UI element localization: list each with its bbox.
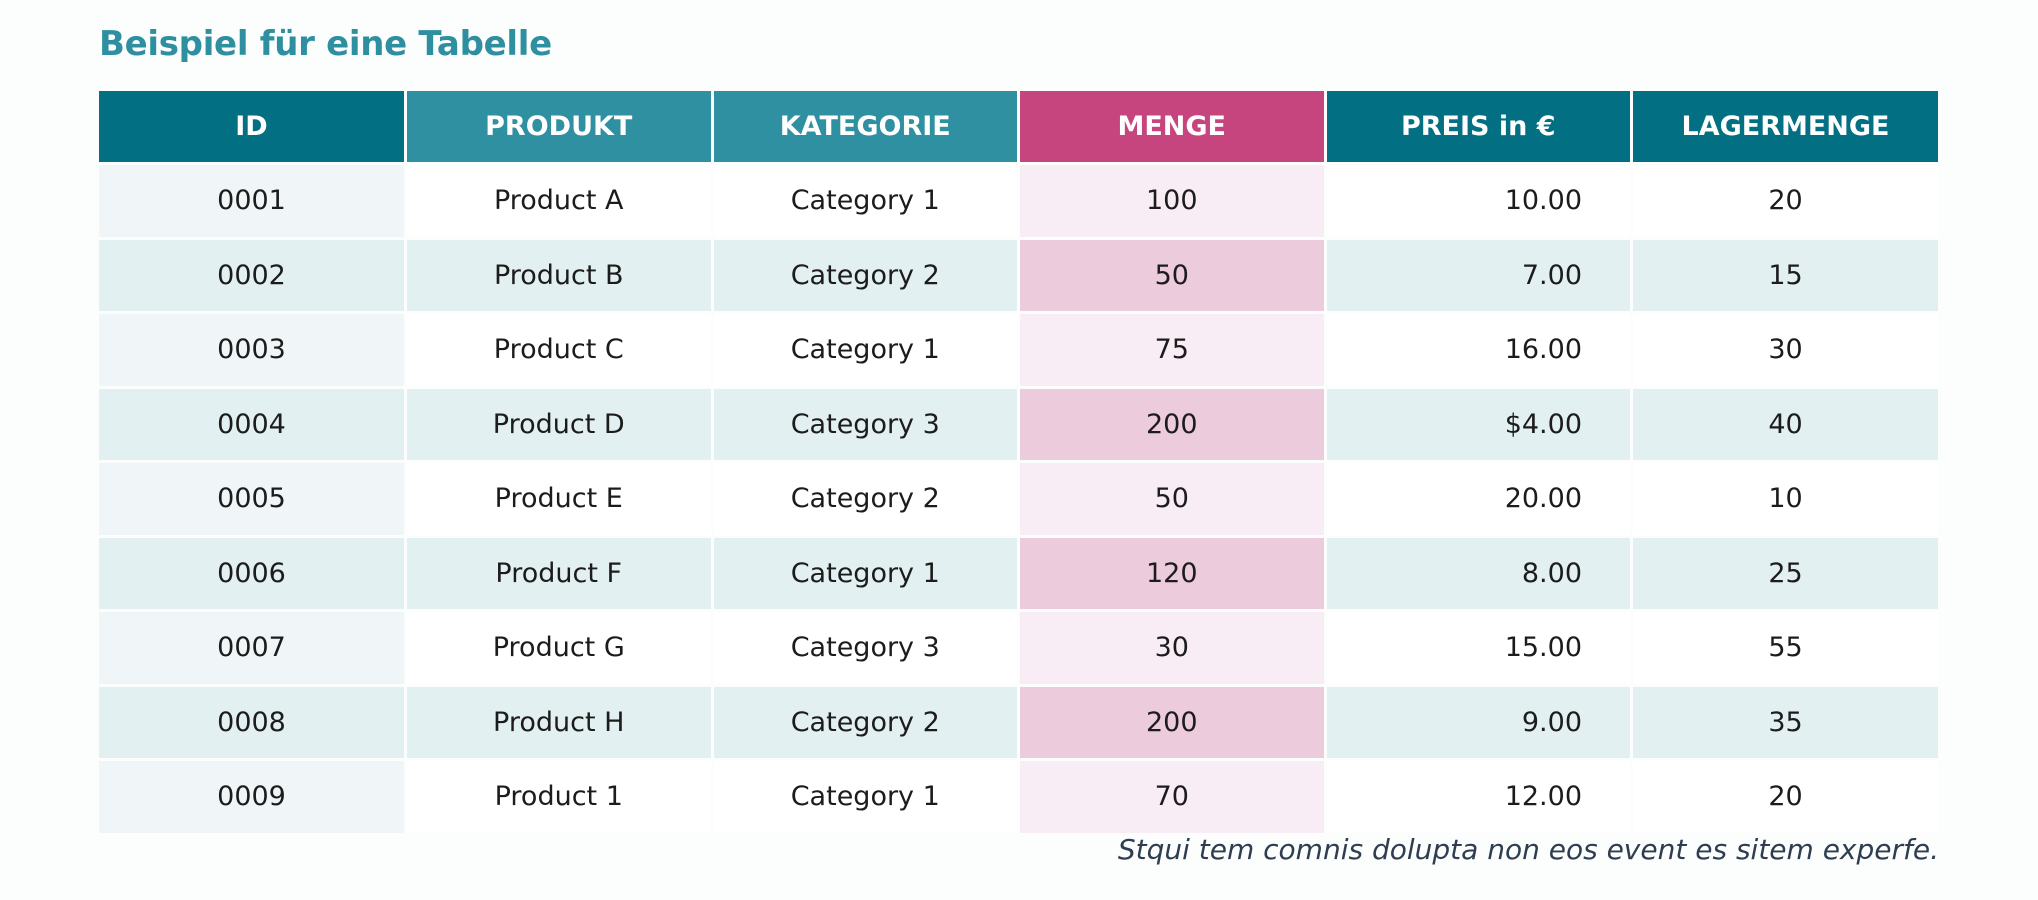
- cell-menge: 100: [1017, 162, 1327, 238]
- cell-lagermenge: 55: [1630, 609, 1938, 685]
- page-title: Beispiel für eine Tabelle: [99, 24, 552, 64]
- table-row: 0009 Product 1 Category 1 70 12.00 20: [99, 758, 1938, 833]
- cell-menge: 200: [1017, 385, 1327, 462]
- cell-menge: 50: [1017, 460, 1327, 536]
- cell-lagermenge: 30: [1630, 311, 1938, 387]
- cell-kategorie: Category 1: [710, 162, 1020, 238]
- column-header-produkt: PRODUKT: [404, 91, 714, 164]
- table-row: 0003 Product C Category 1 75 16.00 30: [99, 311, 1938, 387]
- cell-kategorie: Category 3: [710, 609, 1020, 685]
- cell-lagermenge: 20: [1630, 162, 1938, 238]
- table-row: 0002 Product B Category 2 50 7.00 15: [99, 236, 1938, 313]
- cell-lagermenge: 20: [1630, 758, 1938, 833]
- cell-kategorie: Category 2: [710, 460, 1020, 536]
- cell-id: 0005: [99, 460, 407, 536]
- table-caption: Stqui tem comnis dolupta non eos event e…: [1117, 833, 1939, 866]
- cell-preis: 16.00: [1323, 311, 1633, 387]
- cell-id: 0002: [99, 236, 407, 313]
- cell-menge: 200: [1017, 683, 1327, 760]
- cell-produkt: Product F: [404, 534, 714, 611]
- cell-lagermenge: 25: [1630, 534, 1938, 611]
- cell-id: 0003: [99, 311, 407, 387]
- cell-menge: 75: [1017, 311, 1327, 387]
- cell-menge: 50: [1017, 236, 1327, 313]
- cell-menge: 30: [1017, 609, 1327, 685]
- cell-produkt: Product 1: [404, 758, 714, 833]
- table-row: 0001 Product A Category 1 100 10.00 20: [99, 162, 1938, 238]
- cell-id: 0006: [99, 534, 407, 611]
- column-header-preis: PREIS in €: [1323, 91, 1633, 164]
- cell-preis: 10.00: [1323, 162, 1633, 238]
- cell-id: 0004: [99, 385, 407, 462]
- cell-menge: 120: [1017, 534, 1327, 611]
- table-row: 0008 Product H Category 2 200 9.00 35: [99, 683, 1938, 760]
- cell-preis: 20.00: [1323, 460, 1633, 536]
- table-row: 0007 Product G Category 3 30 15.00 55: [99, 609, 1938, 685]
- cell-kategorie: Category 1: [710, 311, 1020, 387]
- cell-produkt: Product G: [404, 609, 714, 685]
- column-header-lagermenge: LAGERMENGE: [1630, 91, 1938, 164]
- cell-lagermenge: 15: [1630, 236, 1938, 313]
- cell-preis: 12.00: [1323, 758, 1633, 833]
- table-body: 0001 Product A Category 1 100 10.00 20 0002 Pro…: [99, 162, 1938, 833]
- cell-kategorie: Category 1: [710, 758, 1020, 833]
- column-header-kategorie: KATEGORIE: [710, 91, 1020, 164]
- cell-preis: 7.00: [1323, 236, 1633, 313]
- cell-kategorie: Category 3: [710, 385, 1020, 462]
- cell-lagermenge: 40: [1630, 385, 1938, 462]
- cell-id: 0008: [99, 683, 407, 760]
- table-row: 0004 Product D Category 3 200 $4.00 40: [99, 385, 1938, 462]
- cell-kategorie: Category 1: [710, 534, 1020, 611]
- table-header-row: ID PRODUKT KATEGORIE MENGE PREIS in € LA…: [99, 91, 1938, 164]
- table-row: 0005 Product E Category 2 50 20.00 10: [99, 460, 1938, 536]
- cell-id: 0007: [99, 609, 407, 685]
- cell-lagermenge: 10: [1630, 460, 1938, 536]
- cell-kategorie: Category 2: [710, 683, 1020, 760]
- table-row: 0006 Product F Category 1 120 8.00 25: [99, 534, 1938, 611]
- data-table: ID PRODUKT KATEGORIE MENGE PREIS in € LA…: [99, 91, 1938, 833]
- cell-produkt: Product E: [404, 460, 714, 536]
- cell-id: 0009: [99, 758, 407, 833]
- cell-kategorie: Category 2: [710, 236, 1020, 313]
- column-header-id: ID: [99, 91, 407, 164]
- cell-preis: 15.00: [1323, 609, 1633, 685]
- cell-id: 0001: [99, 162, 407, 238]
- cell-produkt: Product C: [404, 311, 714, 387]
- cell-menge: 70: [1017, 758, 1327, 833]
- cell-preis: 9.00: [1323, 683, 1633, 760]
- column-header-menge: MENGE: [1017, 91, 1327, 164]
- cell-lagermenge: 35: [1630, 683, 1938, 760]
- cell-produkt: Product B: [404, 236, 714, 313]
- cell-produkt: Product D: [404, 385, 714, 462]
- cell-produkt: Product A: [404, 162, 714, 238]
- cell-preis: 8.00: [1323, 534, 1633, 611]
- cell-produkt: Product H: [404, 683, 714, 760]
- cell-preis: $4.00: [1323, 385, 1633, 462]
